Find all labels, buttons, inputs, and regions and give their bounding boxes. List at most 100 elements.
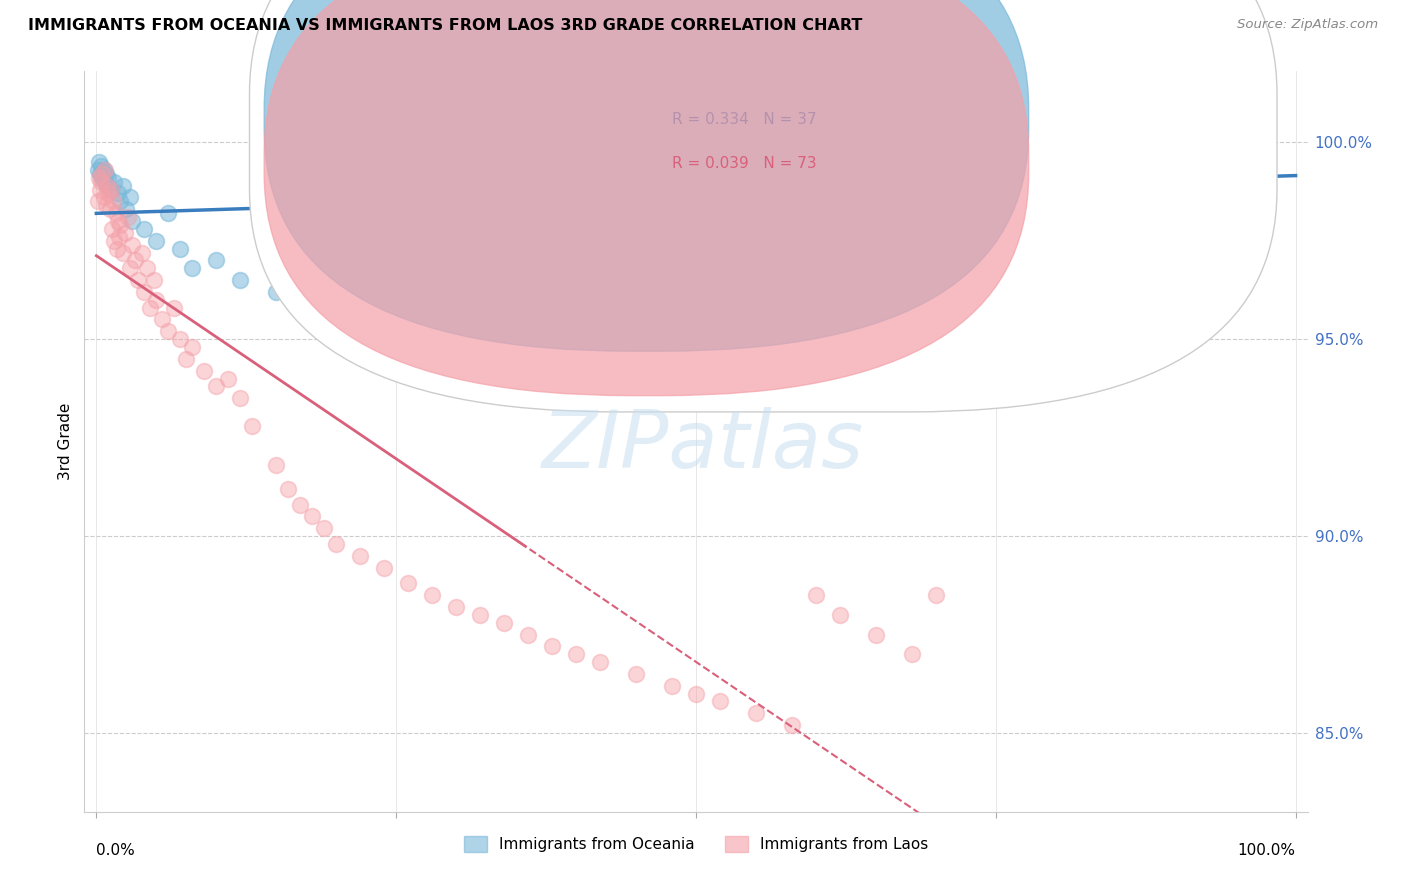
- Point: [804, 155, 827, 169]
- Point: [385, 273, 408, 287]
- Point: [181, 340, 204, 354]
- Point: [107, 214, 129, 228]
- Point: [98, 202, 121, 217]
- Point: [163, 301, 186, 315]
- Point: [101, 222, 124, 236]
- Point: [541, 640, 564, 654]
- Point: [97, 186, 120, 201]
- Point: [229, 391, 252, 405]
- Point: [110, 218, 132, 232]
- Point: [444, 245, 467, 260]
- Point: [565, 222, 588, 236]
- Point: [114, 226, 136, 240]
- Text: R = 0.334   N = 37: R = 0.334 N = 37: [672, 112, 815, 127]
- Point: [277, 482, 299, 496]
- Point: [107, 186, 129, 201]
- Point: [494, 615, 516, 630]
- Text: Source: ZipAtlas.com: Source: ZipAtlas.com: [1237, 18, 1378, 31]
- Point: [420, 588, 443, 602]
- Point: [142, 273, 165, 287]
- Text: R = 0.039   N = 73: R = 0.039 N = 73: [672, 156, 815, 171]
- Point: [87, 170, 110, 185]
- Point: [745, 706, 768, 721]
- Point: [301, 509, 323, 524]
- FancyBboxPatch shape: [264, 0, 1029, 351]
- Point: [685, 687, 707, 701]
- Point: [290, 498, 312, 512]
- Point: [97, 170, 120, 185]
- Point: [118, 261, 141, 276]
- Point: [205, 379, 228, 393]
- Point: [91, 167, 114, 181]
- Point: [90, 175, 112, 189]
- Point: [89, 182, 111, 196]
- Point: [121, 214, 143, 228]
- Point: [110, 194, 132, 209]
- Point: [314, 521, 336, 535]
- Text: IMMIGRANTS FROM OCEANIA VS IMMIGRANTS FROM LAOS 3RD GRADE CORRELATION CHART: IMMIGRANTS FROM OCEANIA VS IMMIGRANTS FR…: [28, 18, 862, 33]
- Point: [169, 242, 191, 256]
- Point: [925, 588, 948, 602]
- Point: [174, 351, 197, 366]
- Point: [565, 647, 588, 661]
- Point: [134, 222, 156, 236]
- Point: [127, 273, 149, 287]
- Point: [86, 194, 108, 209]
- Point: [117, 210, 139, 224]
- Point: [1140, 131, 1163, 145]
- Point: [104, 206, 127, 220]
- Point: [624, 666, 647, 681]
- Point: [804, 588, 827, 602]
- Point: [661, 679, 683, 693]
- Point: [229, 273, 252, 287]
- Point: [111, 178, 134, 193]
- Point: [94, 175, 117, 189]
- Point: [505, 253, 527, 268]
- Point: [264, 285, 287, 299]
- Point: [94, 167, 117, 181]
- Point: [193, 364, 215, 378]
- Point: [240, 418, 263, 433]
- Point: [205, 253, 228, 268]
- Point: [103, 175, 125, 189]
- Point: [157, 206, 180, 220]
- Point: [709, 694, 731, 708]
- Point: [90, 159, 112, 173]
- Point: [901, 647, 924, 661]
- Point: [349, 549, 371, 563]
- FancyBboxPatch shape: [249, 0, 1277, 412]
- Point: [325, 537, 347, 551]
- Point: [865, 627, 887, 641]
- Point: [468, 607, 491, 622]
- Point: [264, 458, 287, 472]
- Point: [115, 202, 138, 217]
- Point: [373, 560, 395, 574]
- Text: 0.0%: 0.0%: [97, 843, 135, 858]
- FancyBboxPatch shape: [264, 0, 1029, 396]
- Point: [325, 293, 347, 307]
- Point: [121, 237, 143, 252]
- Legend: Immigrants from Oceania, Immigrants from Laos: Immigrants from Oceania, Immigrants from…: [456, 829, 936, 860]
- Point: [828, 607, 851, 622]
- Point: [101, 194, 124, 209]
- Point: [124, 253, 146, 268]
- Point: [89, 167, 111, 181]
- Point: [94, 198, 117, 212]
- Point: [745, 167, 768, 181]
- Point: [217, 371, 239, 385]
- Point: [108, 229, 131, 244]
- Point: [94, 162, 117, 177]
- Point: [105, 242, 128, 256]
- Point: [96, 178, 118, 193]
- Point: [135, 261, 157, 276]
- Y-axis label: 3rd Grade: 3rd Grade: [58, 403, 73, 480]
- Point: [145, 234, 167, 248]
- Point: [181, 261, 204, 276]
- Point: [145, 293, 167, 307]
- Point: [396, 576, 419, 591]
- Text: 100.0%: 100.0%: [1237, 843, 1295, 858]
- Point: [111, 245, 134, 260]
- Point: [134, 285, 156, 299]
- Point: [87, 155, 110, 169]
- Point: [517, 627, 540, 641]
